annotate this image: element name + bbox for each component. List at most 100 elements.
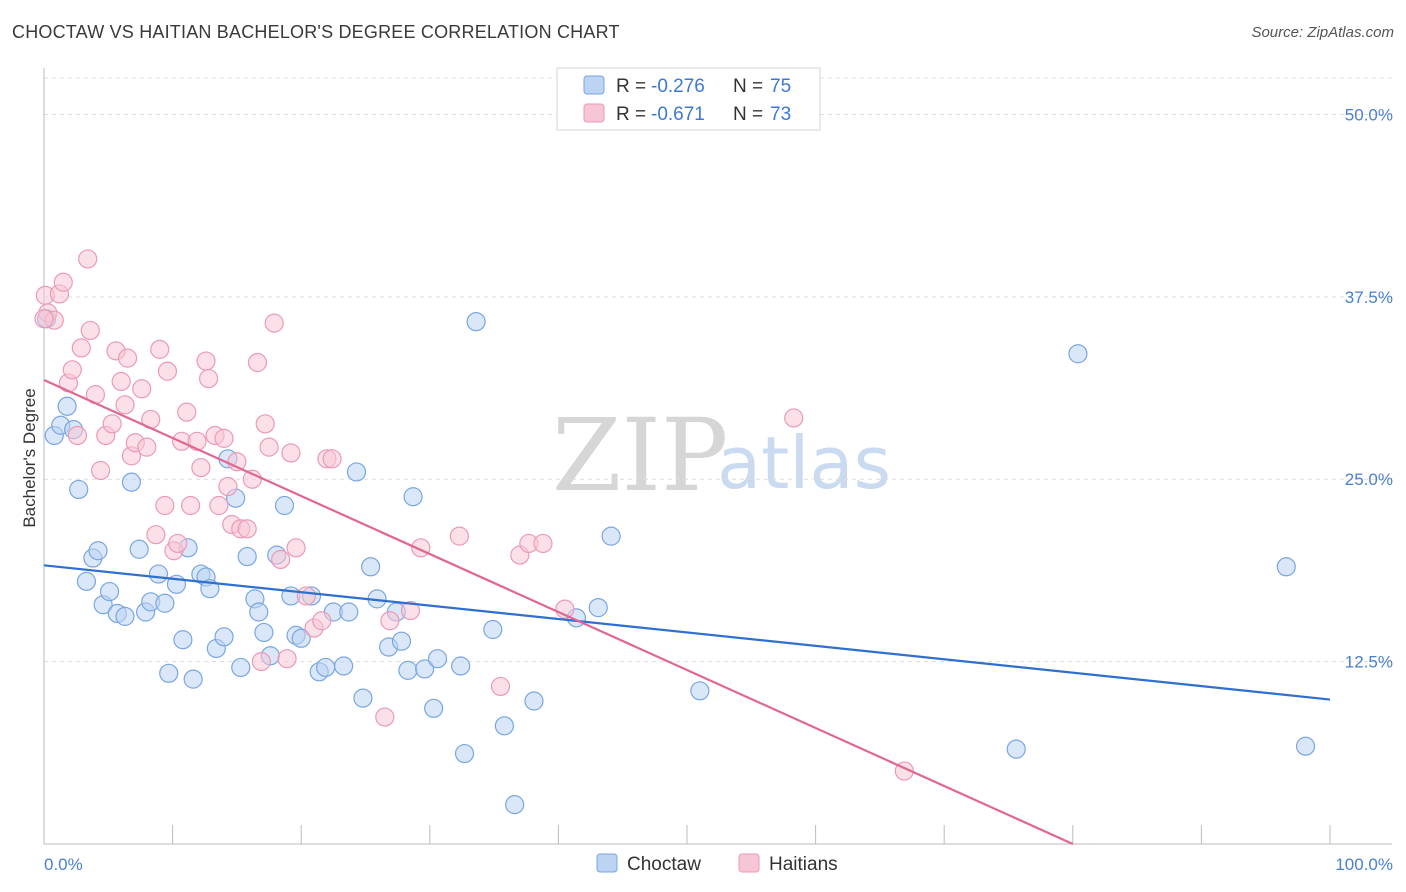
data-point [249,602,269,622]
legend-r-label: R = [616,76,646,97]
data-point [115,395,135,415]
data-point [129,539,149,559]
data-point [601,526,621,546]
data-point [533,533,553,554]
data-point [191,457,211,478]
data-point [71,338,91,358]
data-point [277,649,297,669]
data-point [150,339,170,359]
data-point [67,425,88,446]
data-point [237,546,257,567]
data-point [173,630,193,650]
bottom-legend-label-choctaw: Choctaw [627,854,701,875]
data-point [322,449,342,469]
data-point [227,452,247,472]
data-point [137,437,157,457]
legend-r-label: R = [616,104,646,125]
data-point [1295,736,1316,756]
data-point [53,272,73,292]
data-point [259,437,279,457]
bottom-legend-swatch-haitians [738,853,760,873]
data-point [449,526,469,546]
data-point [146,525,166,545]
data-point [251,652,271,672]
data-point [90,460,111,481]
data-point [187,431,207,451]
data-point [380,611,400,631]
data-point [214,627,234,647]
data-point [353,688,373,708]
data-point [121,472,142,492]
data-point [784,408,804,428]
trend-line [43,379,1074,846]
data-point [168,533,188,554]
data-point [494,716,514,736]
data-point [588,598,608,618]
chart-title: CHOCTAW VS HAITIAN BACHELOR'S DEGREE COR… [12,22,620,42]
data-point [339,602,359,622]
data-point [196,351,216,371]
data-point [148,564,169,584]
data-point [490,676,511,697]
data-point [155,495,175,516]
data-point [361,557,381,577]
legend-r-value-choctaw: -0.276 [651,76,705,97]
data-point [102,414,122,434]
data-point [281,443,301,463]
data-point [99,581,120,602]
data-point [214,428,234,448]
axes [43,68,1392,845]
watermark-atlas: atlas [717,421,891,505]
data-point [69,479,89,500]
data-point [291,628,311,648]
grid-lines [44,77,1392,663]
data-point [132,379,152,399]
data-point [254,622,274,643]
data-point [183,669,203,689]
x-tick-label: 0.0% [44,855,83,874]
trend-lines [43,379,1331,846]
y-tick-label: 37.5% [1345,288,1393,307]
data-point [403,487,423,507]
data-point [218,476,238,497]
legend-box: R = -0.276 N = 75 R = -0.671 N = 73 [556,67,821,131]
data-point [80,320,100,341]
bottom-legend-label-haitians: Haitians [769,854,838,875]
data-point [274,495,295,516]
data-point [524,691,544,711]
x-tick-label: 100.0% [1335,855,1393,874]
bottom-legend-swatch-choctaw [596,853,618,873]
data-point [159,663,179,683]
data-point [424,698,444,718]
data-point [231,657,251,678]
data-point [78,249,98,269]
data-point [346,462,367,482]
data-point [155,593,175,613]
data-point [391,631,412,651]
legend-n-value-haitians: 73 [770,104,791,125]
data-point [111,371,131,392]
series-choctaw [36,309,1316,815]
data-point [316,657,336,678]
data-point [483,619,503,640]
data-point [312,611,332,631]
trend-line [43,564,1331,701]
data-point [209,495,229,516]
y-tick-label: 50.0% [1345,105,1393,124]
y-tick-label: 12.5% [1345,653,1393,672]
data-point [117,348,138,368]
data-point [177,402,197,422]
data-point [57,396,77,416]
data-point [454,743,475,764]
data-point [375,707,395,727]
data-point [398,660,418,680]
data-point [181,495,201,516]
data-point [451,656,471,676]
legend-n-value-choctaw: 75 [770,76,791,97]
legend-swatch-haitians [583,103,605,123]
legend-swatch-choctaw [583,75,605,95]
legend-n-label: N = [733,76,763,97]
data-point [1006,739,1026,759]
data-point [1068,344,1088,364]
